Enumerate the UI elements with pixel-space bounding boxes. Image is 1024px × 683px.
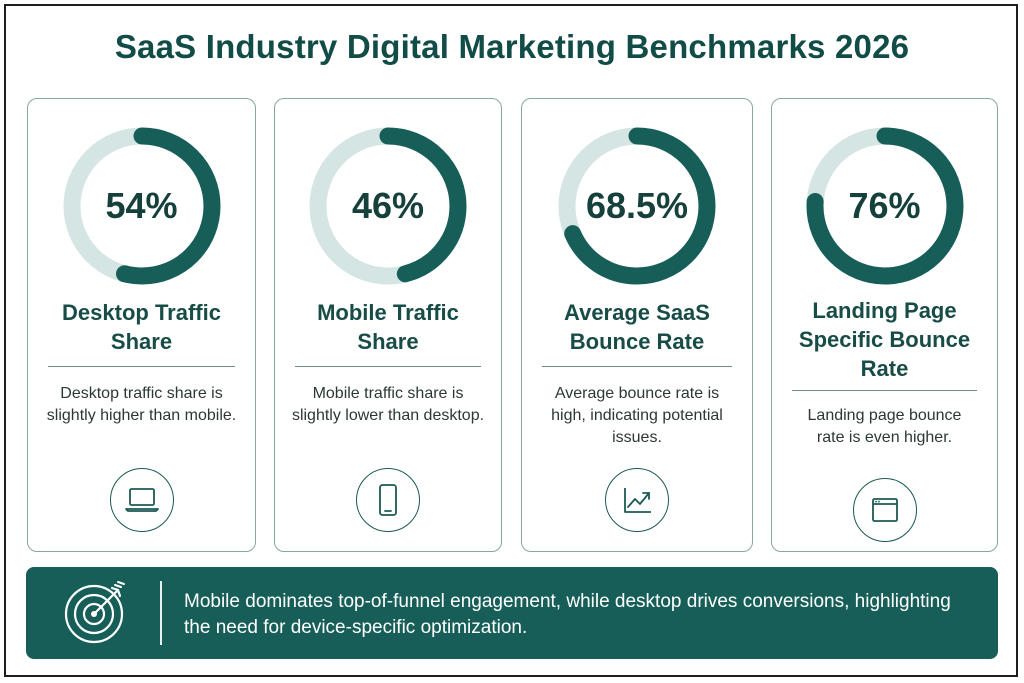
laptop-icon: [124, 488, 159, 512]
metric-description: Mobile traffic share is slightly lower t…: [291, 385, 485, 424]
icon-badge: [605, 468, 669, 532]
donut-svg: [806, 127, 963, 285]
donut-progress-arc: [309, 127, 467, 285]
target-arrow-icon: [62, 578, 130, 646]
donut-progress-arc: [558, 127, 716, 285]
donut-svg: [558, 127, 716, 285]
infographic-frame: [4, 4, 1018, 677]
trend-up-chart-icon: [624, 488, 651, 513]
donut-svg: [309, 127, 467, 285]
metric-label: Mobile Traffic Share: [317, 300, 459, 354]
banner-text: Mobile dominates top-of-funnel engagemen…: [184, 591, 951, 638]
smartphone-icon: [379, 484, 397, 516]
donut-chart: 46%: [306, 124, 470, 288]
metric-value: 54%: [105, 185, 178, 226]
browser-window-icon: [871, 498, 898, 522]
metric-value: 68.5%: [585, 185, 689, 226]
metric-label: Average SaaS Bounce Rate: [564, 300, 710, 354]
donut-chart: 68.5%: [555, 124, 719, 288]
card-divider: [295, 366, 481, 367]
metric-value: 76%: [848, 185, 921, 226]
metric-label: Desktop Traffic Share: [62, 300, 221, 354]
metric-description: Landing page bounce rate is even higher.: [807, 407, 962, 446]
icon-badge: [356, 468, 420, 532]
page-title: SaaS Industry Digital Marketing Benchmar…: [114, 28, 910, 65]
donut-svg: [63, 127, 220, 285]
card-divider: [542, 366, 732, 367]
icon-badge: [852, 478, 917, 542]
card-divider: [48, 366, 235, 367]
insight-banner: Mobile dominates top-of-funnel engagemen…: [26, 567, 998, 659]
metric-card-mobile-traffic: 46% Mobile Traffic Share Mobile traffic …: [274, 98, 502, 552]
donut-chart: 54%: [60, 124, 224, 288]
metric-description: Desktop traffic share is slightly higher…: [46, 385, 237, 424]
metric-card-average-bounce-rate: 68.5% Average SaaS Bounce Rate Average b…: [521, 98, 753, 552]
donut-progress-arc: [63, 127, 220, 285]
metric-description: Average bounce rate is high, indicating …: [551, 385, 723, 446]
card-divider: [792, 390, 977, 391]
banner-divider: [160, 581, 162, 645]
donut-progress-arc: [806, 127, 963, 285]
metric-label: Landing Page Specific Bounce Rate: [798, 298, 971, 381]
metric-value: 46%: [351, 185, 425, 226]
metric-card-desktop-traffic: 54% Desktop Traffic Share Desktop traffi…: [27, 98, 256, 552]
icon-badge: [109, 468, 174, 532]
donut-chart: 76%: [803, 124, 967, 288]
metric-card-landing-page-bounce-rate: 76% Landing Page Specific Bounce Rate La…: [771, 98, 998, 552]
